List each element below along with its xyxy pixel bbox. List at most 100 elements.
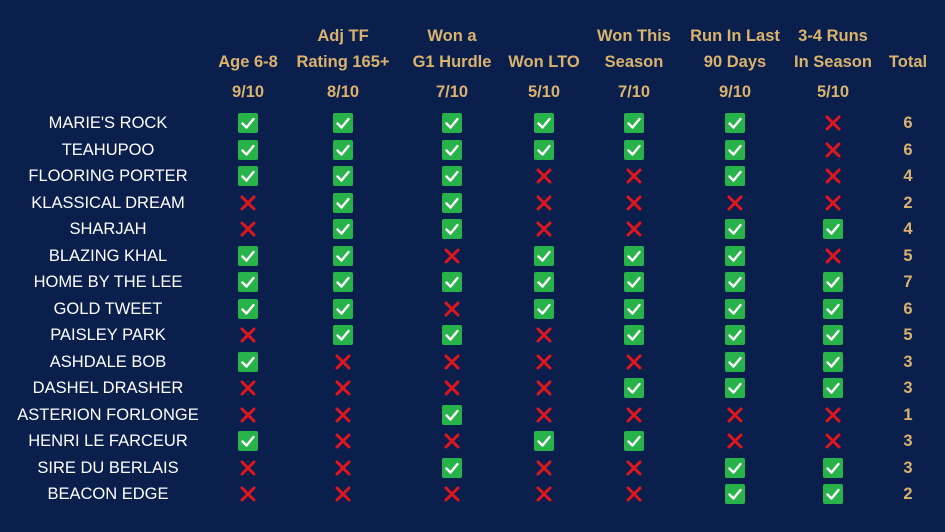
check-icon: [624, 272, 644, 292]
check-icon: [624, 139, 644, 160]
column-header-line2: Age 6-8: [218, 53, 278, 71]
cross-icon: [238, 378, 258, 398]
column-score: 5/10: [527, 83, 561, 101]
check-icon: [823, 457, 843, 478]
cross-icon: [624, 352, 644, 372]
cross-icon: [238, 219, 258, 239]
check-icon: [534, 272, 554, 292]
column-header-line1: Won This: [597, 27, 671, 45]
horse-name: HENRI LE FARCEUR: [28, 432, 188, 450]
check-icon: [823, 484, 843, 504]
check-icon: [238, 431, 258, 451]
horse-name: GOLD TWEET: [53, 299, 163, 318]
cross-icon: [823, 193, 843, 213]
column-score: 7/10: [617, 83, 651, 101]
cross-icon: [624, 484, 644, 504]
row-total: 7: [903, 273, 913, 291]
column-header: Won This Season: [574, 23, 694, 75]
check-icon: [823, 272, 843, 292]
check-icon: [725, 351, 745, 372]
cross-icon: [534, 352, 554, 372]
row-total: 3: [903, 352, 913, 371]
column-header-line2: Rating 165+: [296, 53, 390, 71]
cross-icon: [534, 378, 554, 398]
row-total: 6: [903, 140, 913, 159]
cross-icon: [534, 405, 554, 425]
cross-icon: [333, 352, 353, 372]
cross-icon: [534, 166, 554, 186]
horse-name: SIRE DU BERLAIS: [37, 458, 179, 477]
row-total: 2: [903, 193, 913, 212]
cross-icon: [624, 193, 644, 213]
cross-icon: [442, 378, 462, 398]
check-icon: [333, 192, 353, 213]
cross-icon: [238, 325, 258, 345]
check-icon: [442, 219, 462, 239]
check-icon: [442, 139, 462, 160]
check-icon: [725, 325, 745, 345]
check-icon: [238, 272, 258, 292]
column-header-line1: Adj TF: [317, 27, 369, 45]
check-icon: [725, 298, 745, 319]
horse-name: BLAZING KHAL: [48, 246, 168, 265]
check-icon: [624, 113, 644, 133]
check-icon: [624, 245, 644, 266]
cross-icon: [823, 246, 843, 266]
check-icon: [442, 325, 462, 345]
check-icon: [725, 113, 745, 133]
check-icon: [823, 219, 843, 239]
cross-icon: [624, 405, 644, 425]
cross-icon: [624, 166, 644, 186]
column-header: Adj TF Rating 165+: [283, 23, 403, 75]
column-score: 9/10: [718, 83, 752, 101]
cross-icon: [333, 484, 353, 504]
cross-icon: [823, 140, 843, 160]
check-icon: [333, 325, 353, 345]
row-total: 2: [903, 485, 913, 503]
check-icon: [442, 192, 462, 213]
check-icon: [442, 166, 462, 186]
horse-name: TEAHUPOO: [61, 140, 155, 159]
cross-icon: [442, 431, 462, 451]
check-icon: [333, 272, 353, 292]
column-header-line2: G1 Hurdle: [412, 53, 492, 71]
check-icon: [442, 404, 462, 425]
column-header: 3-4 Runs In Season: [773, 23, 893, 75]
horse-name: PAISLEY PARK: [50, 326, 166, 344]
cross-icon: [823, 431, 843, 451]
horse-name: MARIE'S ROCK: [48, 114, 168, 132]
row-total: 6: [903, 299, 913, 318]
column-score: 9/10: [231, 83, 265, 101]
check-icon: [333, 166, 353, 186]
check-icon: [333, 139, 353, 160]
column-score: 5/10: [816, 83, 850, 101]
cross-icon: [333, 431, 353, 451]
cross-icon: [823, 166, 843, 186]
cross-icon: [238, 484, 258, 504]
column-header-line1: Won a: [427, 27, 477, 45]
cross-icon: [333, 458, 353, 478]
check-icon: [534, 139, 554, 160]
check-icon: [442, 272, 462, 292]
check-icon: [238, 351, 258, 372]
check-icon: [238, 113, 258, 133]
cross-icon: [442, 484, 462, 504]
check-icon: [823, 378, 843, 398]
column-header-line2: 90 Days: [703, 53, 767, 71]
check-icon: [725, 219, 745, 239]
row-total: 3: [903, 458, 913, 477]
cross-icon: [534, 484, 554, 504]
row-total: 3: [903, 379, 913, 397]
check-icon: [624, 431, 644, 451]
check-icon: [725, 378, 745, 398]
check-icon: [333, 245, 353, 266]
total-header: Total: [888, 53, 928, 71]
cross-icon: [823, 113, 843, 133]
check-icon: [238, 166, 258, 186]
check-icon: [534, 245, 554, 266]
column-header: Won LTO: [484, 23, 604, 75]
check-icon: [725, 272, 745, 292]
check-icon: [823, 298, 843, 319]
cross-icon: [534, 219, 554, 239]
check-icon: [238, 298, 258, 319]
